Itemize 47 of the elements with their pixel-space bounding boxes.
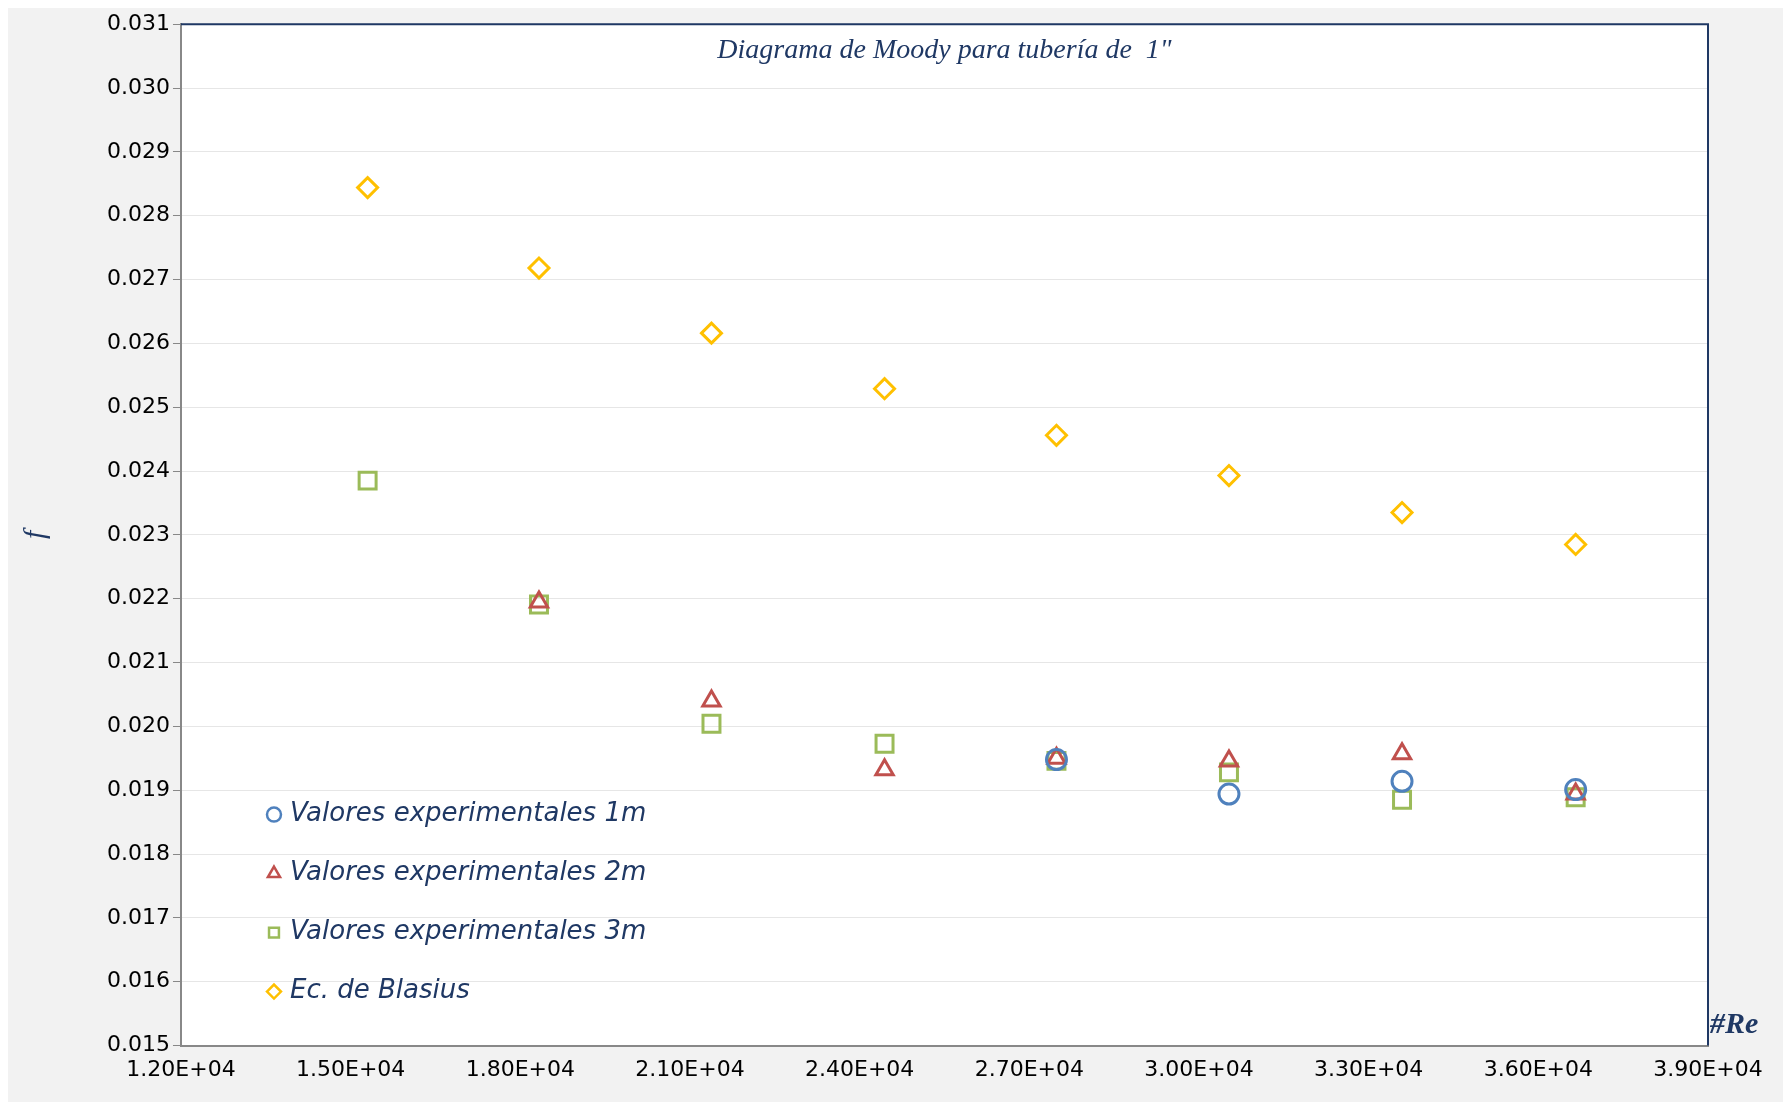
legend-label: Valores experimentales 2m xyxy=(289,856,647,887)
legend-label: Ec. de Blasius xyxy=(289,974,470,1005)
point xyxy=(1217,782,1241,806)
point xyxy=(699,321,723,345)
point xyxy=(701,713,722,734)
point xyxy=(527,256,551,280)
point xyxy=(1564,532,1588,556)
x-tick-label: 3.00E+04 xyxy=(1144,1055,1254,1081)
legend-label: Valores experimentales 3m xyxy=(289,915,647,946)
x-tick-label: 3.90E+04 xyxy=(1653,1055,1763,1081)
point xyxy=(1390,501,1414,525)
y-tick-label: 0.023 xyxy=(107,520,170,546)
y-tick-label: 0.016 xyxy=(107,967,170,993)
y-tick-label: 0.021 xyxy=(107,648,170,674)
y-tick-label: 0.026 xyxy=(107,329,170,355)
x-axis-title: #Re xyxy=(1709,1006,1759,1040)
point xyxy=(356,176,380,200)
y-axis-title: f xyxy=(16,527,50,540)
y-tick-label: 0.029 xyxy=(107,137,170,163)
point xyxy=(874,733,895,754)
y-tick-label: 0.017 xyxy=(107,903,170,929)
y-tick-label: 0.015 xyxy=(107,1031,170,1057)
x-tick-label: 1.50E+04 xyxy=(295,1055,406,1081)
x-tick-label: 3.30E+04 xyxy=(1314,1055,1424,1081)
x-tick-label: 2.70E+04 xyxy=(974,1055,1084,1081)
point xyxy=(873,377,897,401)
x-tick-label: 1.20E+04 xyxy=(126,1055,236,1081)
y-tick-label: 0.027 xyxy=(107,265,170,291)
y-tick-label: 0.025 xyxy=(107,392,170,418)
legend-label: Valores experimentales 1m xyxy=(289,797,647,828)
point xyxy=(357,470,378,491)
y-tick-label: 0.031 xyxy=(107,9,170,35)
y-tick-label: 0.030 xyxy=(107,73,170,99)
point xyxy=(1044,423,1068,447)
x-tick-label: 2.10E+04 xyxy=(635,1055,745,1081)
y-tick-label: 0.022 xyxy=(107,584,170,610)
y-tick-label: 0.018 xyxy=(107,839,170,865)
y-tick-label: 0.019 xyxy=(107,775,170,801)
point xyxy=(1390,769,1414,793)
y-tick-label: 0.020 xyxy=(107,712,170,738)
point xyxy=(1217,464,1241,488)
y-tick-label: 0.024 xyxy=(107,456,170,482)
x-tick-label: 3.60E+04 xyxy=(1483,1055,1593,1081)
y-tick-label: 0.028 xyxy=(107,201,170,227)
x-tick-label: 2.40E+04 xyxy=(805,1055,915,1081)
x-tick-label: 1.80E+04 xyxy=(465,1055,575,1081)
chart-title: Diagrama de Moody para tubería de 1" xyxy=(716,32,1172,64)
